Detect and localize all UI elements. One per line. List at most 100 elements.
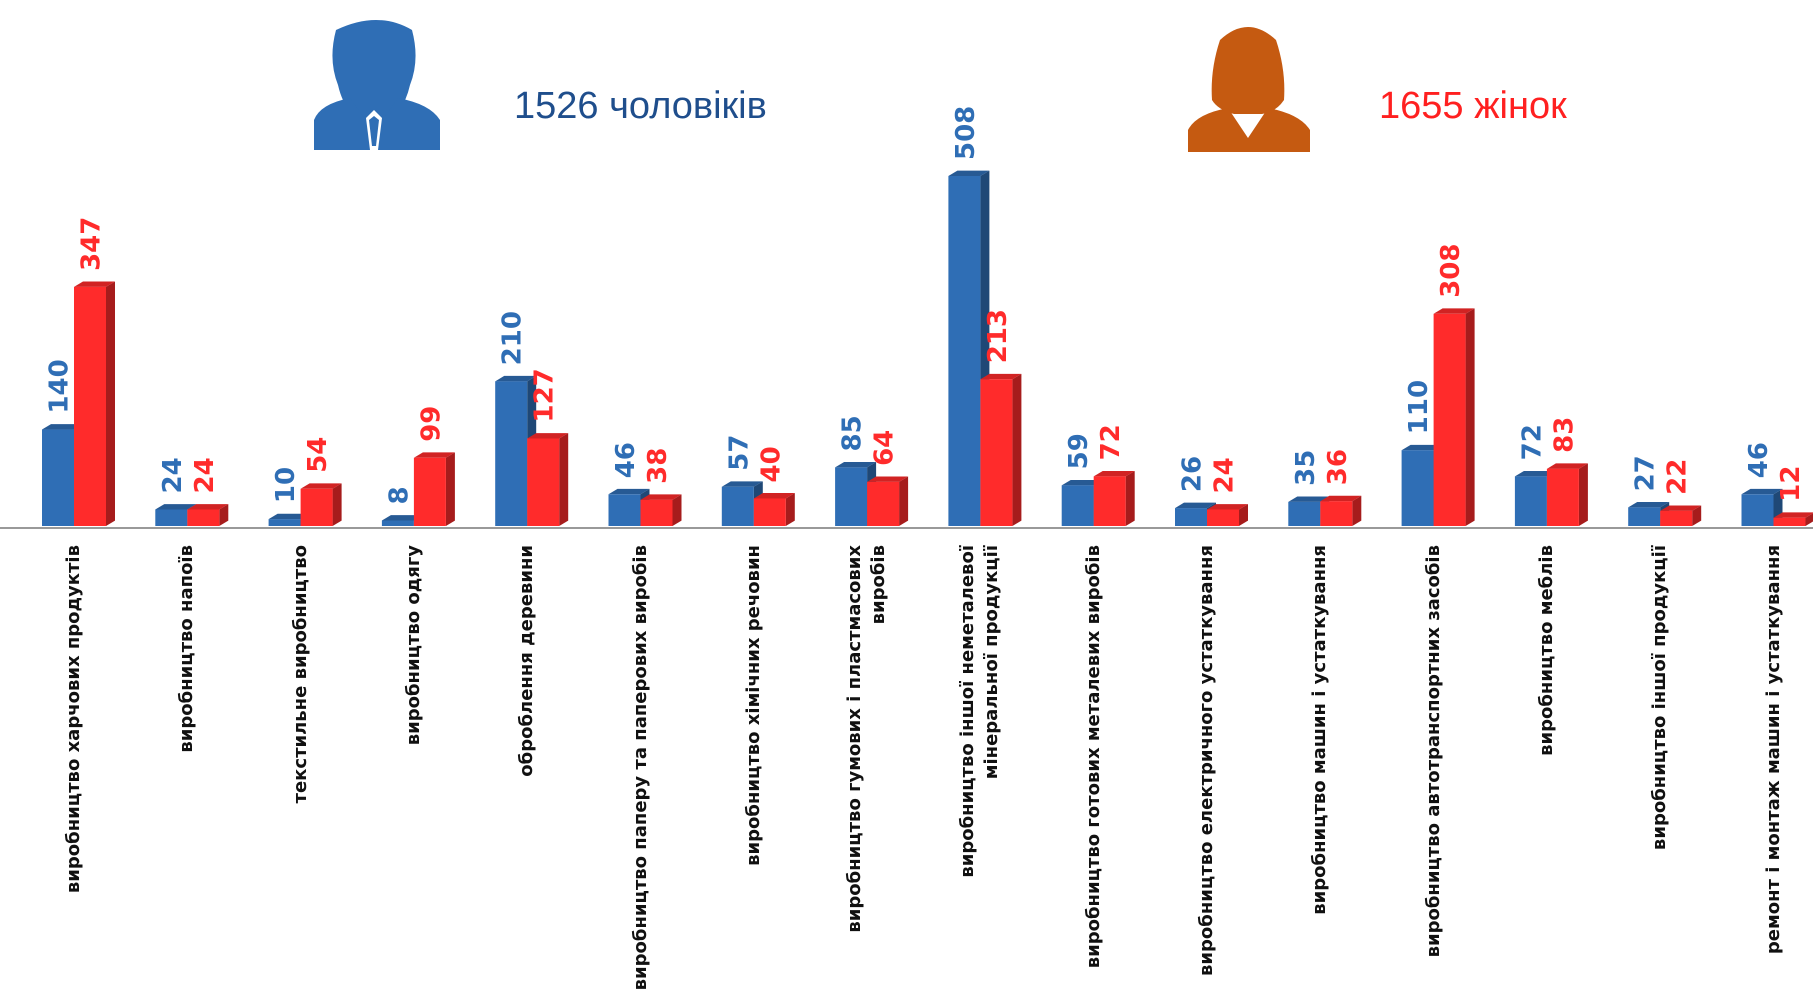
value-label: 210	[498, 311, 528, 365]
category-label: виробництво гумових і пластмасових вироб…	[844, 545, 890, 933]
bar-top	[187, 504, 229, 510]
bar	[268, 519, 301, 526]
bar	[721, 486, 754, 526]
bar-top	[495, 375, 537, 382]
bar	[835, 467, 868, 526]
value-label: 127	[530, 368, 560, 422]
men-count: 1526 чоловіків	[514, 85, 767, 127]
bar-side	[1805, 513, 1813, 526]
bar-side	[1578, 463, 1588, 526]
bar	[1175, 508, 1207, 526]
value-label: 72	[1096, 424, 1126, 460]
bar-top	[640, 494, 682, 500]
bar-side	[672, 494, 682, 526]
value-label: 8	[384, 486, 414, 504]
bar	[1628, 507, 1661, 526]
bar-side	[1692, 505, 1702, 526]
bar-top	[300, 483, 342, 489]
bar-top	[753, 493, 795, 499]
bar	[1320, 501, 1353, 526]
bar-top	[1741, 488, 1783, 495]
bar	[42, 429, 74, 526]
category-label: виробництво меблів	[1535, 545, 1557, 756]
bar-top	[1320, 495, 1362, 502]
bar	[948, 176, 981, 526]
value-label: 36	[1323, 449, 1353, 485]
bar	[155, 509, 188, 526]
value-label: 26	[1178, 456, 1208, 492]
value-label: 59	[1064, 433, 1094, 469]
bar-top	[74, 281, 115, 287]
bar	[300, 488, 333, 526]
category-label: виробництво іншої неметалевої мінерально…	[957, 545, 1003, 878]
bar	[1514, 476, 1547, 526]
category-label: виробництво електричного устаткування	[1196, 545, 1217, 976]
value-label: 213	[983, 309, 1013, 363]
bar	[527, 438, 560, 526]
category-label: виробництво одягу	[402, 545, 424, 746]
value-label: 508	[951, 106, 981, 160]
bar-top	[948, 170, 990, 176]
bar-top	[867, 476, 909, 482]
value-label: 27	[1631, 455, 1661, 491]
bar-top	[1628, 501, 1670, 508]
bar	[1093, 476, 1126, 526]
bar-side	[785, 493, 795, 526]
value-label: 24	[158, 457, 188, 493]
bar-top	[413, 452, 455, 458]
value-label: 40	[756, 446, 786, 482]
value-label: 22	[1663, 459, 1693, 495]
bar-top	[1660, 505, 1702, 511]
bar-side	[1012, 373, 1022, 526]
value-label: 12	[1776, 466, 1806, 502]
category-label: виробництво іншої продукції	[1649, 545, 1671, 851]
bar-side	[1239, 504, 1248, 526]
bar	[1741, 494, 1774, 526]
bar	[187, 509, 220, 526]
bar-top	[1773, 512, 1813, 518]
bar	[381, 520, 414, 526]
bar-top	[1514, 470, 1556, 477]
value-label: 308	[1436, 244, 1466, 298]
bar-side	[899, 476, 909, 526]
value-label: 46	[611, 442, 641, 478]
bar-side	[559, 433, 569, 526]
bar	[608, 494, 641, 526]
bar-top	[608, 488, 650, 495]
bar-side	[219, 504, 229, 526]
value-label: 24	[1210, 457, 1240, 493]
value-label: 347	[77, 217, 107, 271]
bar	[640, 499, 673, 526]
value-label: 83	[1549, 417, 1579, 453]
value-label: 110	[1404, 380, 1434, 434]
value-label: 57	[724, 435, 754, 471]
bar	[1433, 313, 1466, 526]
category-label: виробництво харчових продуктів	[63, 545, 84, 894]
bar-side	[332, 483, 342, 526]
category-label: виробництво хімічних речовин	[742, 545, 764, 866]
value-label: 140	[45, 359, 75, 413]
bar-top	[835, 462, 877, 468]
bar	[413, 457, 446, 526]
bar-side	[106, 281, 115, 526]
woman-icon	[1188, 27, 1310, 152]
value-label: 64	[870, 430, 900, 466]
value-label: 99	[416, 406, 446, 442]
bar-top	[980, 373, 1022, 380]
bar	[1401, 450, 1434, 526]
bar-side	[1465, 308, 1475, 526]
category-label: виробництво напоїв	[176, 545, 198, 753]
bar	[495, 381, 528, 526]
bar-side	[1352, 495, 1362, 526]
category-label: виробництво машин і устаткування	[1309, 545, 1331, 915]
bar-top	[721, 481, 763, 487]
value-label: 38	[643, 448, 673, 484]
value-label: 46	[1744, 442, 1774, 478]
category-label: оброблення деревини	[516, 545, 538, 777]
bar-top	[1093, 470, 1135, 477]
bar-top	[155, 504, 197, 510]
bar	[1207, 509, 1239, 526]
bar	[1061, 485, 1094, 526]
